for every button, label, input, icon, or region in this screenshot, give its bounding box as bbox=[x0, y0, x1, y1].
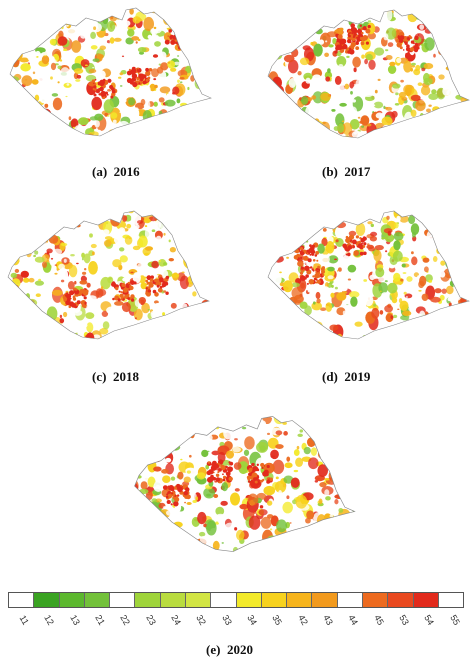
caption-year: 2020 bbox=[226, 642, 253, 657]
map-panel-2019 bbox=[262, 205, 472, 347]
legend-swatch bbox=[9, 593, 35, 607]
legend-swatch bbox=[236, 593, 262, 607]
legend-swatch bbox=[337, 593, 363, 607]
legend-label: 23 bbox=[143, 613, 158, 627]
legend-label: 24 bbox=[169, 613, 183, 627]
land-cover-texture bbox=[8, 211, 209, 339]
caption-year: 2017 bbox=[344, 164, 371, 179]
map-panel-2016 bbox=[4, 2, 214, 144]
caption-2020: (e) 2020 bbox=[206, 642, 253, 658]
legend-swatch bbox=[312, 593, 338, 607]
caption-year: 2019 bbox=[344, 369, 371, 384]
legend-colorbar bbox=[8, 592, 464, 608]
legend-label: 35 bbox=[270, 613, 285, 627]
legend-swatch bbox=[362, 593, 389, 607]
caption-label: (b) bbox=[322, 164, 338, 179]
legend-swatch bbox=[84, 593, 111, 607]
region-boundary bbox=[267, 9, 470, 139]
region-boundary bbox=[267, 210, 470, 340]
map-2017 bbox=[267, 9, 470, 139]
map-2018 bbox=[7, 210, 210, 340]
land-cover-texture bbox=[134, 416, 355, 552]
legend-swatch bbox=[34, 593, 60, 607]
legend-swatch bbox=[135, 593, 161, 607]
region-boundary bbox=[134, 415, 356, 552]
legend-label: 43 bbox=[321, 613, 335, 627]
legend-swatch bbox=[59, 593, 85, 607]
land-cover-texture bbox=[268, 211, 469, 339]
legend-label: 33 bbox=[219, 613, 234, 627]
legend-label: 45 bbox=[371, 613, 386, 627]
caption-year: 2018 bbox=[112, 369, 139, 384]
caption-label: (c) bbox=[92, 369, 107, 384]
legend-label: 22 bbox=[118, 613, 133, 627]
map-panel-2017 bbox=[262, 4, 472, 146]
legend-labels: 11 12 13 21 22 23 24 32 33 34 35 42 43 44 45 53 54 55 bbox=[8, 612, 464, 632]
legend-label: 55 bbox=[447, 613, 462, 627]
region-boundary bbox=[7, 210, 210, 340]
map-2019 bbox=[267, 210, 470, 340]
legend-label: 13 bbox=[67, 613, 82, 627]
legend-swatch bbox=[413, 593, 439, 607]
legend-swatch bbox=[388, 593, 414, 607]
map-panel-2020 bbox=[128, 410, 358, 560]
caption-label: (a) bbox=[92, 164, 108, 179]
caption-2018: (c) 2018 bbox=[92, 369, 139, 385]
land-cover-texture bbox=[268, 10, 469, 138]
region-boundary bbox=[9, 7, 212, 137]
caption-label: (d) bbox=[322, 369, 338, 384]
caption-2016: (a) 2016 bbox=[92, 164, 140, 180]
legend-swatch bbox=[185, 593, 212, 607]
legend-swatch bbox=[438, 593, 464, 607]
map-2016 bbox=[9, 7, 212, 137]
legend-label: 54 bbox=[422, 613, 437, 627]
legend-swatch bbox=[287, 593, 313, 607]
legend-label: 32 bbox=[194, 613, 209, 627]
legend-label: 34 bbox=[245, 613, 259, 627]
legend-swatch bbox=[211, 593, 237, 607]
caption-2019: (d) 2019 bbox=[322, 369, 370, 385]
caption-2017: (b) 2017 bbox=[322, 164, 370, 180]
legend-label: 21 bbox=[93, 613, 107, 627]
legend-label: 53 bbox=[397, 613, 411, 627]
caption-year: 2016 bbox=[113, 164, 140, 179]
legend-label: 12 bbox=[42, 613, 57, 627]
legend-label: 44 bbox=[346, 613, 361, 627]
map-2020 bbox=[134, 415, 356, 552]
legend-label: 42 bbox=[295, 613, 310, 627]
legend-label: 11 bbox=[17, 613, 31, 627]
legend-swatch bbox=[261, 593, 288, 607]
land-cover-texture bbox=[10, 8, 211, 136]
legend-swatch bbox=[110, 593, 136, 607]
legend-swatch bbox=[160, 593, 186, 607]
caption-label: (e) bbox=[206, 642, 221, 657]
map-panel-2018 bbox=[2, 205, 212, 347]
